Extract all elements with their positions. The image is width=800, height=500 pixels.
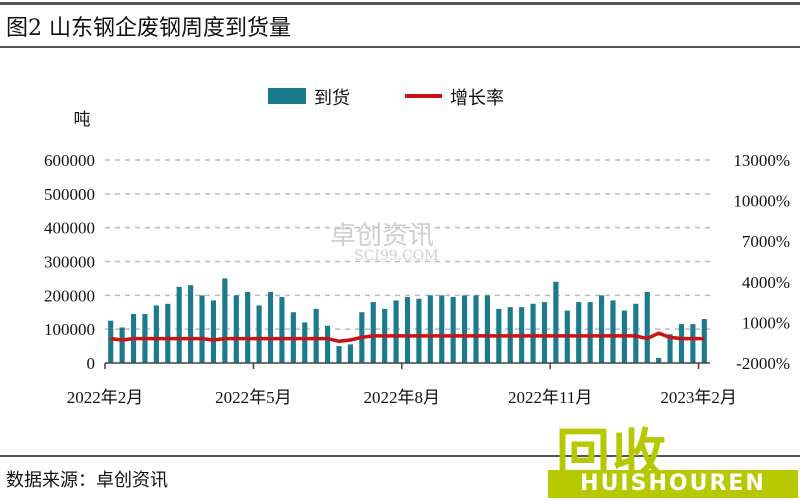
source-note: 数据来源：卓创资讯 — [6, 470, 168, 491]
bar — [188, 285, 194, 363]
y-tick-right: 4000% — [742, 273, 790, 292]
bar — [450, 297, 456, 363]
bar — [427, 295, 433, 363]
watermark-cn: 卓创资讯 — [330, 221, 435, 251]
bar — [404, 297, 411, 363]
bar — [267, 291, 274, 363]
bar — [165, 303, 171, 363]
watermark-en: SCI99.COM — [354, 248, 439, 264]
y-tick-left: 500000 — [44, 185, 95, 204]
x-tick-label: 2022年2月 — [67, 388, 144, 407]
y-tick-left: 200000 — [44, 286, 95, 305]
y-tick-left: 400000 — [44, 219, 95, 238]
watermark: 卓创资讯 SCI99.COM — [330, 215, 439, 264]
x-tick-label: 2022年8月 — [364, 388, 441, 407]
bar — [222, 278, 228, 363]
bar — [667, 334, 673, 363]
bar — [302, 322, 308, 363]
figure-title: 图2 山东钢企废钢周度到货量 — [6, 16, 291, 41]
bar — [473, 295, 479, 363]
bar — [153, 305, 159, 363]
bar — [690, 324, 696, 363]
bar — [393, 300, 399, 363]
y-tick-left: 0 — [87, 354, 96, 373]
bar — [416, 298, 422, 363]
bar — [462, 295, 468, 363]
y-axis-label: 吨 — [74, 110, 91, 129]
brand-logo: 回收 HUISHOUREN — [538, 410, 800, 500]
y-tick-left: 600000 — [44, 151, 95, 170]
y-tick-right: 10000% — [733, 192, 790, 211]
y-tick-right: 1000% — [742, 313, 790, 332]
bar — [530, 303, 536, 363]
grid — [105, 159, 710, 330]
bar — [484, 295, 490, 363]
x-tick-label: 2023年2月 — [660, 388, 737, 407]
bar-series — [108, 278, 707, 363]
bar — [656, 357, 662, 363]
bar — [439, 295, 445, 363]
bar — [119, 327, 125, 363]
bar — [176, 286, 182, 363]
y-tick-right: 7000% — [742, 232, 790, 251]
chart: 600000 500000 400000 300000 200000 100000 0 130… — [44, 88, 790, 407]
y-tick-left: 300000 — [44, 253, 95, 272]
legend-label-line: 增长率 — [450, 88, 504, 109]
legend: 到货 增长率 — [268, 88, 504, 109]
top-rule — [0, 2, 800, 5]
title-rule — [0, 46, 800, 48]
bar — [336, 346, 342, 363]
bar — [325, 325, 331, 363]
bar — [644, 291, 650, 363]
bar — [199, 295, 205, 363]
bar — [256, 305, 262, 363]
bar — [313, 308, 319, 363]
bar — [108, 320, 114, 363]
bar — [678, 324, 685, 363]
bar — [553, 281, 559, 363]
axes: 600000 500000 400000 300000 200000 100000 0 130… — [44, 110, 790, 407]
x-tick-label: 2022年11月 — [508, 388, 592, 407]
bar — [576, 302, 582, 363]
x-tick-label: 2022年5月 — [215, 388, 292, 407]
bar — [598, 295, 605, 363]
y-tick-right: 13000% — [733, 151, 790, 170]
bar — [279, 297, 285, 363]
bottom-rule — [0, 455, 800, 457]
y-tick-right: -2000% — [736, 354, 790, 373]
bar — [633, 303, 639, 363]
bar — [347, 344, 353, 363]
line-series — [110, 331, 705, 344]
bar — [610, 300, 616, 363]
brand-logo-en: HUISHOUREN — [548, 470, 798, 498]
bar — [701, 319, 707, 363]
bar — [233, 295, 239, 363]
bar — [210, 300, 217, 363]
bar — [541, 302, 548, 363]
y-tick-left: 100000 — [44, 320, 95, 339]
bar — [587, 302, 593, 363]
legend-label-bar: 到货 — [314, 88, 350, 109]
bar — [245, 291, 251, 363]
bar — [370, 302, 376, 363]
legend-swatch-bar — [268, 88, 306, 104]
